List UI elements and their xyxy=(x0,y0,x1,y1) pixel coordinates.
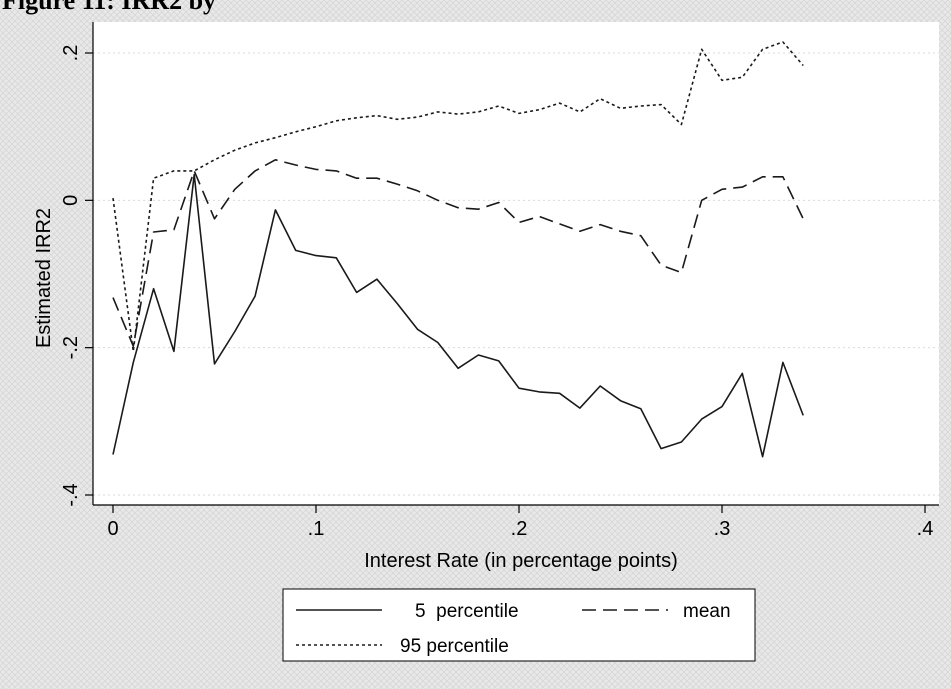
x-tick-label-2: .2 xyxy=(511,518,528,540)
gridlines xyxy=(93,52,939,496)
legend-box xyxy=(282,588,756,662)
x-tick-label-0: 0 xyxy=(107,518,118,540)
figure-title: Figure 11: IRR2 by xyxy=(2,0,217,15)
y-tick-label-1: -.2 xyxy=(60,336,82,359)
y-tick-label-2: 0 xyxy=(60,195,82,206)
y-axis-title: Estimated IRR2 xyxy=(33,208,55,348)
x-tick-label-4: .4 xyxy=(917,518,934,540)
legend-label-5-percentile: 5 percentile xyxy=(415,601,519,622)
series-line-5-percentile xyxy=(112,173,804,458)
series-line-95-percentile xyxy=(112,41,804,353)
y-axis-ticks: -.4 -.2 0 .2 xyxy=(60,45,93,507)
y-tick-label-3: .2 xyxy=(60,45,82,62)
legend: 5 percentile mean 95 percentile xyxy=(282,588,756,662)
legend-label-mean: mean xyxy=(683,601,731,622)
legend-label-95-percentile: 95 percentile xyxy=(400,636,509,657)
x-axis-ticks: 0 .1 .2 .3 .4 xyxy=(107,505,933,540)
x-tick-label-1: .1 xyxy=(308,518,325,540)
x-axis-title: Interest Rate (in percentage points) xyxy=(364,550,678,572)
plot-area xyxy=(93,22,939,505)
x-tick-label-3: .3 xyxy=(714,518,731,540)
series-layer xyxy=(112,41,804,458)
y-tick-label-0: -.4 xyxy=(60,483,82,506)
series-line-mean xyxy=(112,159,804,348)
